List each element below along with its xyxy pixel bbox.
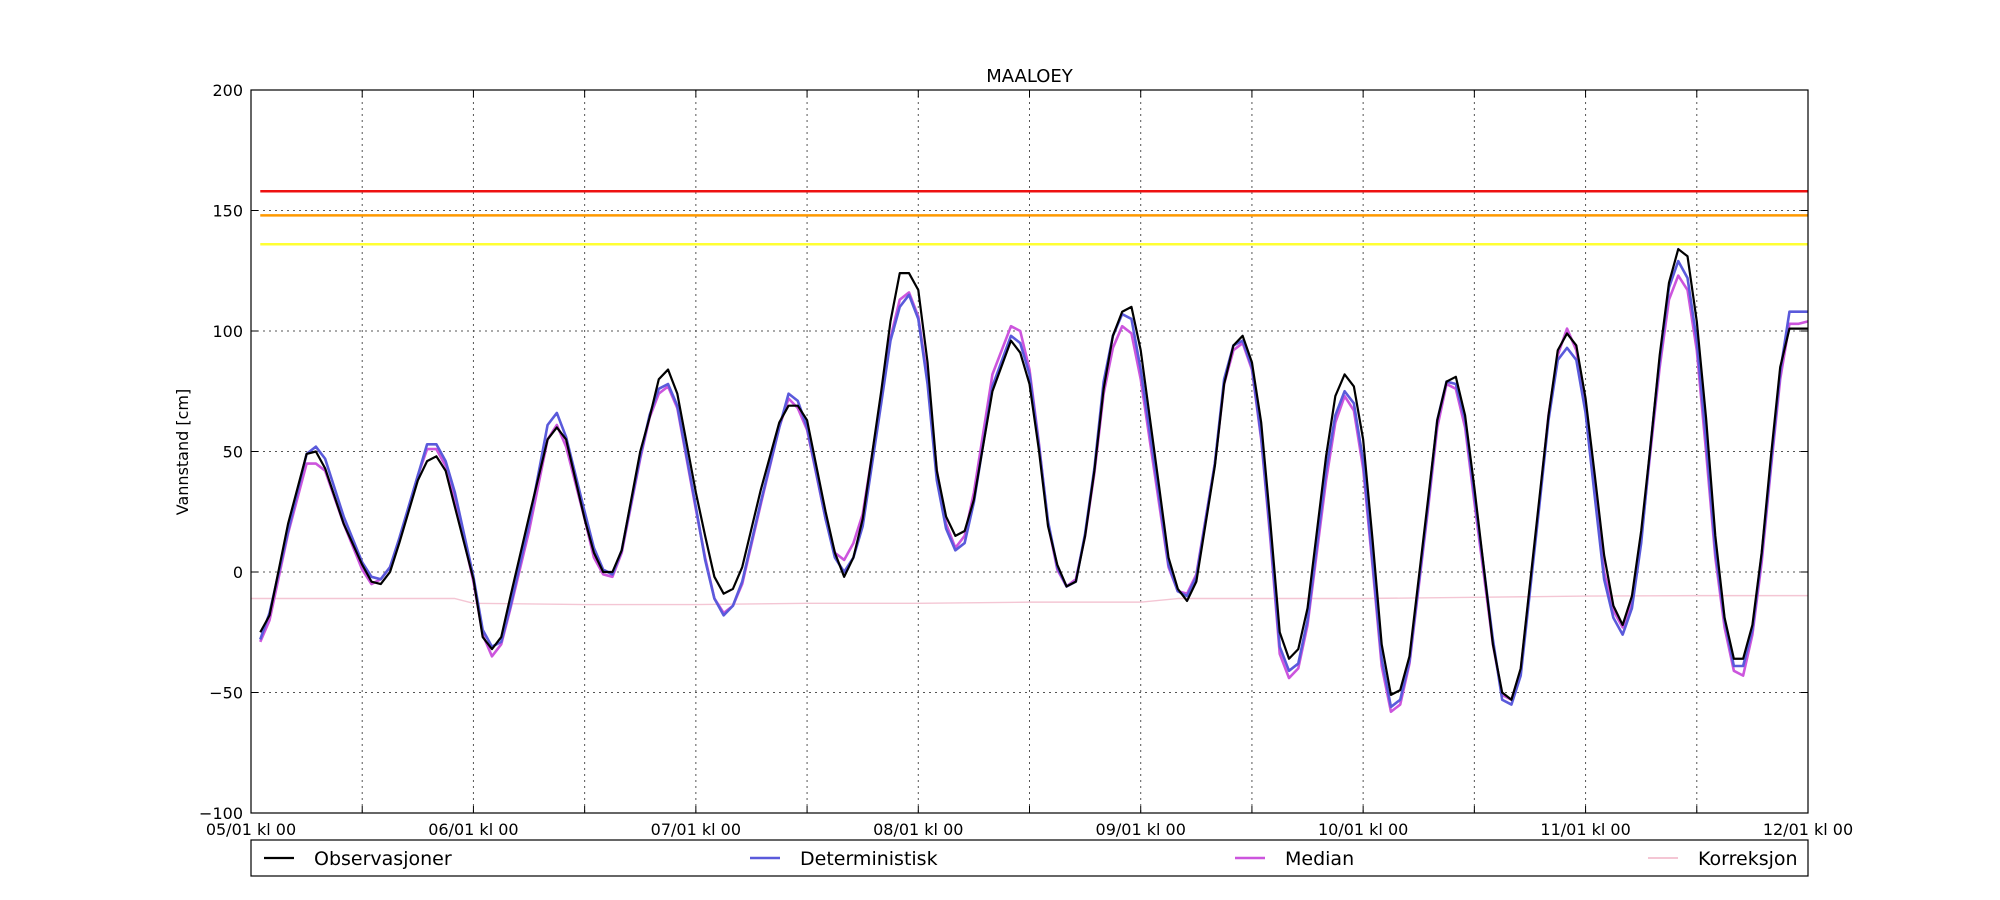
- x-tick-label: 07/01 kl 00: [651, 820, 741, 839]
- y-axis-label: Vannstand [cm]: [173, 389, 192, 515]
- series-line-observasjoner: [259, 247, 1808, 701]
- x-tick-label: 08/01 kl 00: [873, 820, 963, 839]
- x-tick-label: 12/01 kl 00: [1763, 820, 1853, 839]
- grid: [251, 90, 1808, 813]
- legend-label: Deterministisk: [800, 848, 938, 870]
- legend-label: Median: [1285, 848, 1354, 870]
- axes: −100 −50 0 50 100 150 200 05/01 kl 00 06/01 kl 0…: [199, 81, 1853, 839]
- x-tick-label: 05/01 kl 00: [206, 820, 296, 839]
- y-tick-label: 50: [223, 443, 243, 462]
- x-tick-label: 10/01 kl 00: [1318, 820, 1408, 839]
- series-lines: [251, 247, 1809, 714]
- x-tick-label: 11/01 kl 00: [1540, 820, 1630, 839]
- legend-label: Observasjoner: [314, 848, 452, 870]
- y-tick-label: −50: [209, 684, 243, 703]
- x-tick-label: 09/01 kl 00: [1096, 820, 1186, 839]
- chart-title: MAALOEY: [986, 66, 1074, 87]
- x-tick-label: 06/01 kl 00: [428, 820, 518, 839]
- legend: Observasjoner Deterministisk Median Korreks…: [250, 839, 1809, 877]
- y-tick-label: 200: [212, 81, 243, 100]
- legend-frame: [250, 839, 1809, 877]
- threshold-lines: [260, 189, 1808, 246]
- legend-label: Korreksjon: [1698, 848, 1798, 870]
- y-tick-label: 150: [212, 202, 243, 221]
- y-tick-label: 0: [233, 563, 243, 582]
- y-tick-label: 100: [212, 322, 243, 341]
- y-tick-label: −100: [199, 804, 243, 823]
